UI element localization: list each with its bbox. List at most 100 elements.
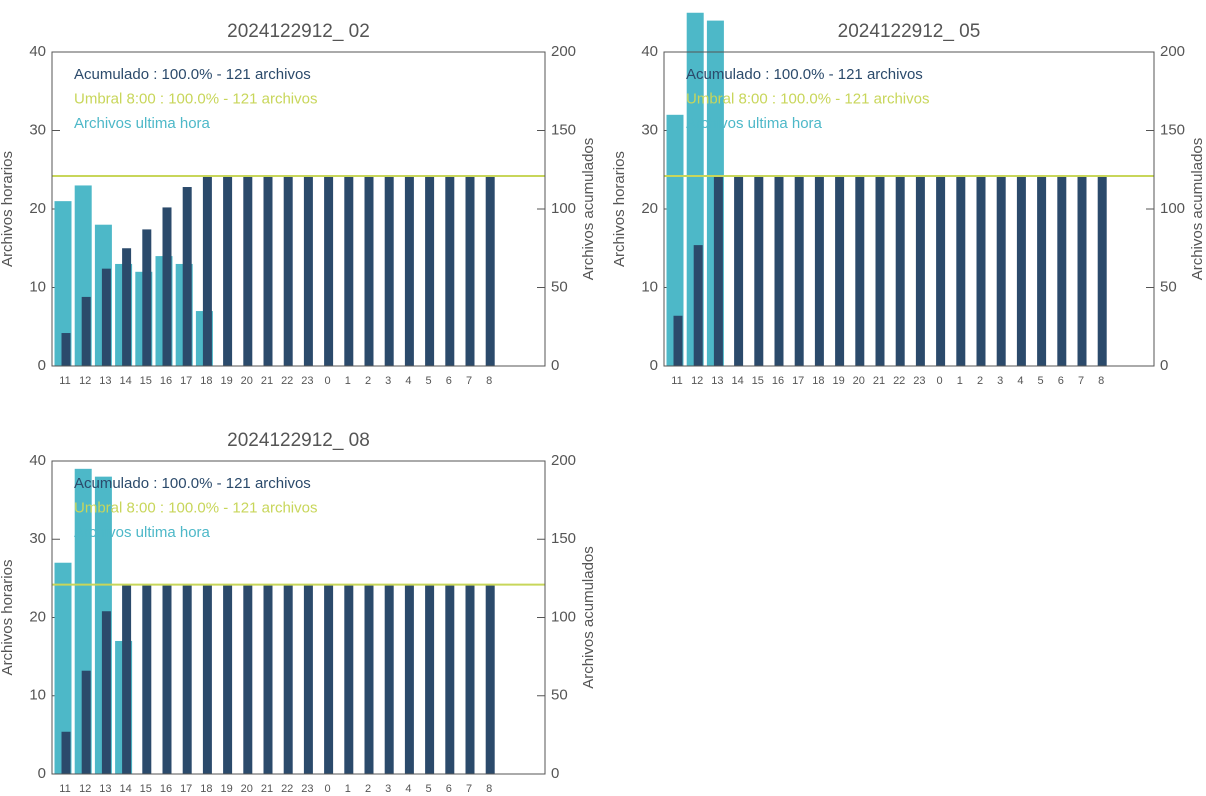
cumulative-bar	[485, 176, 495, 366]
chart-title: 2024122912_ 05	[838, 21, 981, 42]
cumulative-bar	[404, 176, 414, 366]
legend-entry: Acumulado : 100.0% - 121 archivos	[686, 66, 923, 83]
y-tick-label: 0	[38, 357, 46, 374]
cumulative-bar	[202, 176, 212, 366]
cumulative-bar	[263, 584, 273, 774]
y2-tick-label: 50	[551, 278, 568, 295]
y-tick-label: 0	[38, 765, 46, 782]
x-tick-label: 11	[671, 375, 682, 387]
cumulative-bar	[101, 268, 111, 366]
cumulative-bar	[182, 187, 192, 366]
cumulative-bar	[673, 315, 683, 366]
cumulative-bar	[465, 584, 475, 774]
legend-entry: Archivos ultima hora	[74, 524, 211, 541]
y2-axis-label: Archivos acumulados	[580, 546, 597, 689]
y-tick-label: 20	[29, 608, 46, 625]
cumulative-bar	[243, 584, 253, 774]
y-tick-label: 10	[29, 278, 46, 295]
cumulative-bar	[895, 176, 905, 366]
x-tick-label: 16	[160, 783, 172, 795]
x-tick-label: 12	[79, 783, 91, 795]
x-tick-label: 13	[99, 375, 111, 387]
y-tick-label: 20	[29, 200, 46, 217]
x-tick-label: 15	[752, 375, 764, 387]
x-tick-label: 13	[99, 783, 111, 795]
x-tick-label: 5	[426, 783, 432, 795]
cumulative-bar	[283, 176, 293, 366]
cumulative-bar	[81, 670, 91, 774]
x-tick-label: 23	[301, 783, 313, 795]
x-tick-label: 17	[792, 375, 804, 387]
chart-title: 2024122912_ 08	[227, 430, 370, 451]
cumulative-bar	[855, 176, 865, 366]
cumulative-bar	[1097, 176, 1107, 366]
x-tick-label: 16	[160, 375, 172, 387]
x-tick-label: 19	[832, 375, 844, 387]
cumulative-bar	[976, 176, 986, 366]
y-axis-label: Archivos horarios	[611, 151, 628, 267]
y-axis-label: Archivos horarios	[0, 560, 16, 676]
y2-tick-label: 50	[1160, 278, 1177, 295]
legend-entry: Acumulado : 100.0% - 121 archivos	[74, 475, 311, 492]
y2-tick-label: 200	[1160, 43, 1185, 60]
cumulative-bar	[364, 176, 374, 366]
x-tick-label: 18	[200, 783, 212, 795]
hourly-bar	[666, 114, 684, 366]
cumulative-bar	[425, 584, 435, 774]
x-tick-label: 11	[59, 783, 70, 795]
cumulative-bar	[693, 245, 703, 366]
legend-entry: Umbral 8:00 : 100.0% - 121 archivos	[74, 90, 317, 107]
cumulative-bar	[996, 176, 1006, 366]
y2-tick-label: 150	[1160, 121, 1185, 138]
cumulative-bar	[754, 176, 764, 366]
cumulative-bar	[1057, 176, 1067, 366]
y2-tick-label: 0	[1160, 357, 1168, 374]
cumulative-bar	[324, 584, 334, 774]
y-tick-label: 10	[29, 687, 46, 704]
y2-tick-label: 200	[551, 43, 576, 60]
cumulative-bar	[915, 176, 925, 366]
x-tick-label: 2	[977, 375, 983, 387]
cumulative-bar	[344, 584, 354, 774]
x-tick-label: 14	[731, 375, 743, 387]
x-tick-label: 3	[997, 375, 1003, 387]
y2-tick-label: 100	[551, 608, 576, 625]
y-tick-label: 10	[641, 278, 658, 295]
plot-frame	[663, 51, 1155, 367]
cumulative-bar	[364, 584, 374, 774]
cumulative-bar	[936, 176, 946, 366]
cumulative-bar	[814, 176, 824, 366]
x-tick-label: 5	[426, 375, 432, 387]
x-tick-label: 0	[937, 375, 943, 387]
x-tick-label: 20	[241, 375, 253, 387]
cumulative-bar	[182, 584, 192, 774]
y-tick-label: 20	[641, 200, 658, 217]
hourly-bar	[54, 201, 72, 366]
cumulative-bar	[243, 176, 253, 366]
x-tick-label: 21	[261, 783, 273, 795]
cumulative-bar	[101, 611, 111, 774]
cumulative-bar	[445, 176, 455, 366]
cumulative-bar	[223, 584, 233, 774]
x-tick-label: 20	[241, 783, 253, 795]
x-tick-label: 2	[365, 375, 371, 387]
cumulative-bar	[263, 176, 273, 366]
x-tick-label: 23	[301, 375, 313, 387]
x-tick-label: 23	[913, 375, 925, 387]
cumulative-bar	[956, 176, 966, 366]
x-tick-label: 15	[140, 375, 152, 387]
cumulative-bar	[1037, 176, 1047, 366]
plot-frame	[51, 51, 546, 367]
y2-tick-label: 100	[551, 200, 576, 217]
y-tick-label: 40	[29, 452, 46, 469]
x-tick-label: 4	[1017, 375, 1023, 387]
x-tick-label: 8	[486, 375, 492, 387]
y2-tick-label: 100	[1160, 200, 1185, 217]
x-tick-label: 8	[486, 783, 492, 795]
cumulative-bar	[384, 176, 394, 366]
legend-entry: Archivos ultima hora	[686, 115, 823, 132]
cumulative-bar	[122, 584, 132, 774]
x-tick-label: 1	[957, 375, 963, 387]
x-tick-label: 15	[140, 783, 152, 795]
